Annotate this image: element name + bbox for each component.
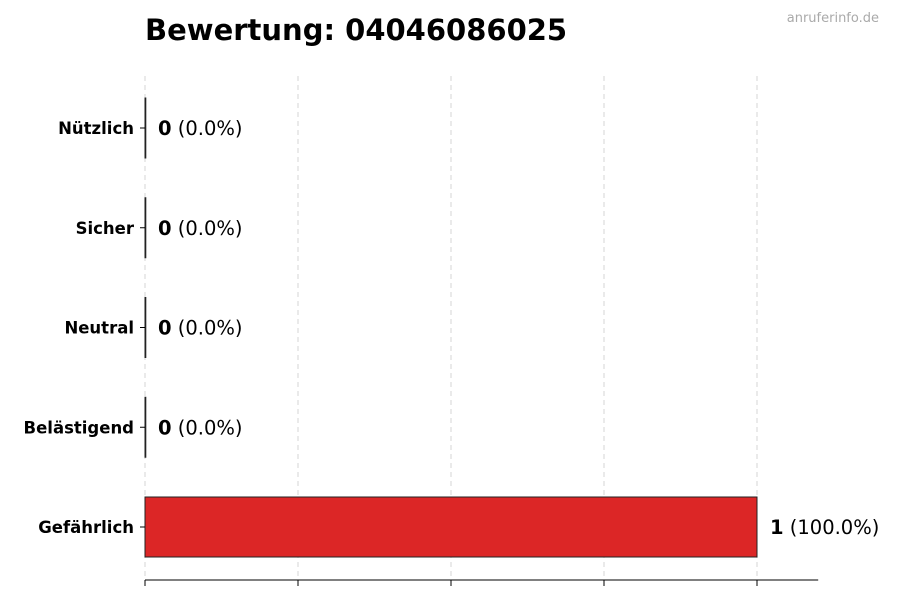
bar-sicher <box>144 197 147 259</box>
y-label: Gefährlich <box>38 518 134 537</box>
bar-nützlich <box>144 97 147 159</box>
data-label-count: 0 <box>158 317 172 340</box>
bars <box>144 97 758 558</box>
data-label: 0 (0.0%) <box>158 317 243 340</box>
bar-neutral <box>144 297 147 358</box>
chart-title: Bewertung: 04046086025 <box>145 13 567 47</box>
data-label-count: 1 <box>770 516 784 539</box>
bar-belästigend <box>144 396 147 458</box>
y-label: Nützlich <box>58 119 134 138</box>
y-axis-labels: Nützlich Sicher Neutral Belästigend Gefährli… <box>24 119 145 537</box>
watermark: anruferinfo.de <box>787 11 879 26</box>
data-label-percent: (0.0%) <box>172 117 243 140</box>
data-label-count: 0 <box>158 416 172 439</box>
data-label-percent: (0.0%) <box>172 217 243 240</box>
y-label: Neutral <box>64 319 134 338</box>
data-label-count: 0 <box>158 117 172 140</box>
data-label-percent: (100.0%) <box>784 516 880 539</box>
data-label: 0 (0.0%) <box>158 117 243 140</box>
data-label-percent: (0.0%) <box>172 317 243 340</box>
data-labels: 0 (0.0%)0 (0.0%)0 (0.0%)0 (0.0%)1 (100.0… <box>158 117 879 539</box>
bar-gefährlich <box>144 496 758 558</box>
y-label: Sicher <box>76 219 135 238</box>
x-axis <box>144 579 819 586</box>
data-label: 0 (0.0%) <box>158 416 243 439</box>
data-label: 1 (100.0%) <box>770 516 879 539</box>
data-label-percent: (0.0%) <box>172 416 243 439</box>
data-label-count: 0 <box>158 217 172 240</box>
y-label: Belästigend <box>24 418 134 437</box>
data-label: 0 (0.0%) <box>158 217 243 240</box>
